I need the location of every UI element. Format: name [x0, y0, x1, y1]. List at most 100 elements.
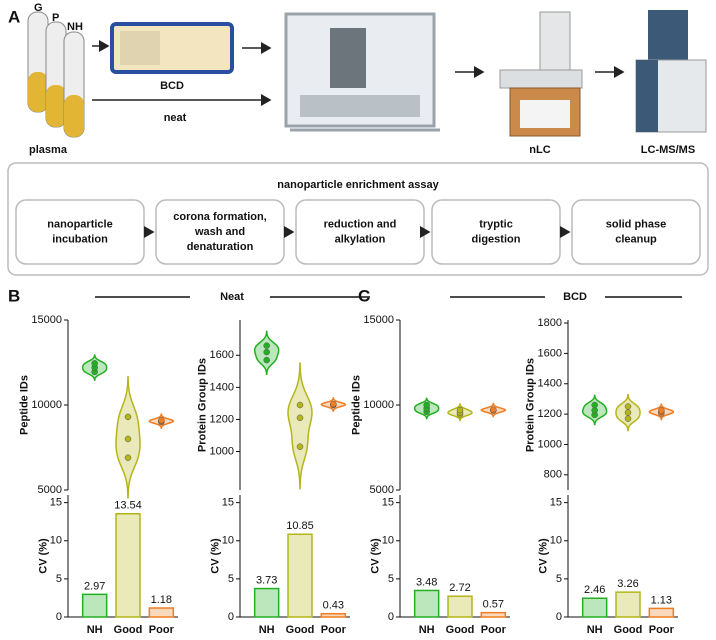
- data-point: [263, 342, 270, 349]
- x-tick-label: Poor: [649, 624, 675, 636]
- y-tick-label: 0: [56, 611, 62, 623]
- value-label: 2.97: [84, 580, 105, 592]
- bar: [115, 513, 141, 618]
- y-tick-label: 10: [550, 535, 562, 547]
- y-tick-label: 15000: [31, 314, 62, 326]
- tubes: [27, 11, 85, 138]
- y-tick-label: 5: [388, 573, 394, 585]
- bar: [615, 591, 641, 618]
- group-title: BCD: [563, 291, 587, 303]
- y-tick-label: 1600: [538, 347, 562, 359]
- data-point: [330, 400, 337, 408]
- y-tick-label: 15: [50, 497, 62, 509]
- y-tick-label: 15: [222, 497, 234, 509]
- x-tick-label: Poor: [321, 624, 347, 636]
- data-point: [423, 401, 430, 409]
- data-point: [91, 360, 98, 367]
- data-point: [624, 409, 632, 416]
- step-text: reduction and: [324, 218, 397, 230]
- bar: [413, 589, 440, 618]
- y-tick-label: 0: [556, 611, 562, 623]
- panel-label: A: [8, 7, 20, 26]
- robot: [284, 12, 440, 132]
- value-label: 3.48: [416, 576, 437, 588]
- value-label: 0.57: [483, 599, 504, 611]
- y-tick-label: 10: [50, 535, 62, 547]
- y-tick-label: 5: [56, 573, 62, 585]
- x-tick-label: NH: [259, 624, 275, 636]
- data-point: [124, 413, 132, 421]
- data-point: [124, 435, 132, 443]
- step-box: [571, 199, 701, 265]
- y-axis-title: Protein Group IDs: [525, 358, 537, 452]
- y-tick-label: 10: [382, 535, 394, 547]
- data-point: [490, 406, 497, 414]
- data-point: [624, 403, 632, 410]
- y-axis-title: Peptide IDs: [18, 375, 30, 435]
- x-tick-label: Good: [114, 624, 143, 636]
- value-label: 0.43: [323, 600, 344, 612]
- y-tick-label: 10000: [31, 399, 62, 411]
- x-tick-label: NH: [419, 624, 435, 636]
- y-axis-title: CV (%): [537, 538, 549, 574]
- data-point: [591, 401, 598, 409]
- neat-label: neat: [164, 112, 187, 124]
- y-tick-label: 10000: [363, 399, 394, 411]
- value-label: 2.46: [584, 584, 605, 596]
- tube-label: G: [34, 2, 43, 14]
- y-tick-label: 10: [222, 535, 234, 547]
- data-point: [624, 415, 632, 422]
- y-tick-label: 1200: [538, 408, 562, 420]
- step-text: corona formation,: [173, 211, 267, 223]
- step-box: [431, 199, 561, 265]
- y-tick-label: 1600: [210, 349, 234, 361]
- x-tick-label: Poor: [481, 624, 507, 636]
- step-box: [15, 199, 145, 265]
- value-label: 3.73: [256, 574, 277, 586]
- bar: [447, 595, 473, 618]
- y-tick-label: 15000: [363, 314, 394, 326]
- data-point: [296, 401, 304, 409]
- bar: [320, 612, 347, 618]
- step-text: digestion: [472, 233, 521, 245]
- ms-label: LC-MS/MS: [641, 144, 695, 156]
- step-text: incubation: [52, 233, 108, 245]
- value-label: 13.54: [114, 500, 142, 512]
- tube-label: P: [52, 12, 59, 24]
- bar: [480, 611, 507, 618]
- y-axis-title: CV (%): [37, 538, 49, 574]
- panel-label: B: [8, 286, 20, 305]
- step-box: [295, 199, 425, 265]
- y-tick-label: 15: [550, 497, 562, 509]
- bar: [148, 607, 175, 618]
- data-point: [296, 443, 304, 450]
- bar: [581, 597, 608, 618]
- y-tick-label: 1400: [538, 378, 562, 390]
- y-tick-label: 0: [388, 611, 394, 623]
- x-tick-label: NH: [587, 624, 603, 636]
- tube-label: NH: [67, 21, 83, 33]
- y-tick-label: 1800: [538, 317, 562, 329]
- data-point: [296, 414, 304, 422]
- data-point: [263, 356, 270, 364]
- value-label: 1.13: [651, 594, 672, 606]
- step-text: wash and: [194, 226, 245, 238]
- value-label: 1.18: [151, 594, 172, 606]
- plasma-label: plasma: [29, 144, 68, 156]
- y-tick-label: 1200: [210, 413, 234, 425]
- nlc-instrument: [499, 11, 583, 137]
- y-tick-label: 5000: [38, 484, 62, 496]
- y-tick-label: 15: [382, 497, 394, 509]
- bar: [81, 593, 108, 618]
- x-tick-label: Good: [446, 624, 475, 636]
- step-text: alkylation: [335, 233, 386, 245]
- y-axis-title: Peptide IDs: [350, 375, 362, 435]
- value-label: 3.26: [617, 578, 638, 590]
- ms-instrument: [635, 10, 707, 133]
- y-tick-label: 1000: [210, 445, 234, 457]
- data-point: [263, 348, 270, 356]
- step-text: solid phase: [606, 218, 667, 230]
- data-point: [124, 454, 132, 461]
- x-tick-label: Good: [286, 624, 315, 636]
